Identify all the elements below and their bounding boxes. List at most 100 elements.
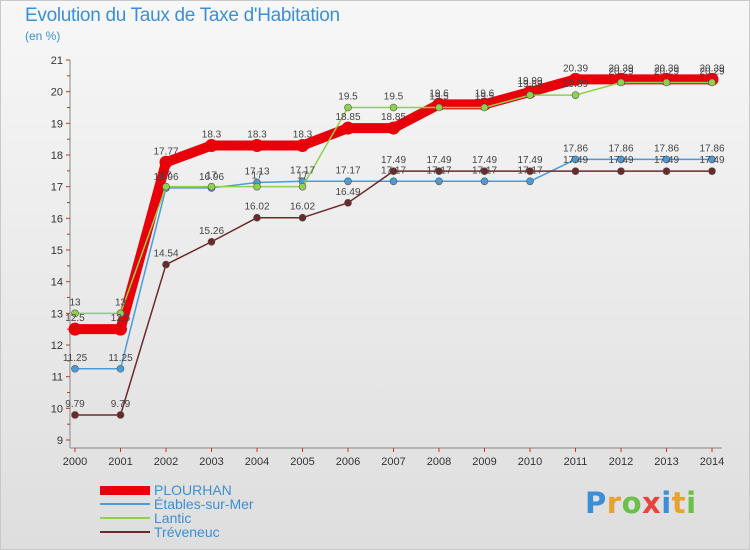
- series-lantic-group: [71, 78, 716, 318]
- series-plourhan-point: [68, 322, 82, 336]
- logo-letter: i: [661, 486, 672, 520]
- series-etables-data-label: 17.17: [335, 165, 360, 176]
- chart-subtitle: (en %): [25, 29, 61, 43]
- series-treveneuc-data-label: 9.79: [65, 399, 85, 410]
- series-plourhan-data-label: 18.85: [335, 112, 360, 123]
- x-tick-label: 2002: [154, 456, 178, 468]
- series-lantic-data-label: 17: [206, 171, 218, 182]
- logo-letter: P: [585, 486, 607, 520]
- series-lantic-point: [116, 309, 125, 318]
- series-lantic-data-label: 20.29: [654, 66, 679, 77]
- y-tick-label: 16: [51, 213, 63, 225]
- x-tick-label: 2012: [609, 456, 633, 468]
- series-treveneuc-point: [116, 411, 125, 419]
- series-lantic-data-label: 19.5: [429, 92, 449, 103]
- series-plourhan-data-label: 12.5: [65, 313, 85, 324]
- legend-label-plourhan: PLOURHAN: [154, 482, 232, 498]
- y-tick-label: 21: [51, 55, 63, 67]
- series-etables-data-label: 17.17: [472, 165, 497, 176]
- series-treveneuc-data-label: 17.49: [426, 155, 451, 166]
- series-etables-point: [435, 177, 443, 186]
- legend-swatch-etables: [100, 503, 150, 505]
- series-etables-data-label: 16.96: [199, 172, 224, 183]
- x-tick-label: 2005: [290, 456, 314, 468]
- series-plourhan-data-label: 18.3: [293, 130, 313, 141]
- y-tick-label: 9: [57, 435, 63, 447]
- chart-title: Evolution du Taux de Taxe d'Habitation: [25, 5, 340, 26]
- proxiti-logo: Proxiti: [585, 486, 697, 520]
- series-lantic-data-label: 19.5: [475, 92, 495, 103]
- legend-label-treveneuc: Tréveneuc: [154, 524, 220, 540]
- series-treveneuc-point: [708, 167, 716, 175]
- x-tick-label: 2006: [336, 456, 360, 468]
- x-tick-label: 2011: [564, 456, 588, 468]
- series-etables-point: [389, 177, 398, 186]
- series-lantic-point: [298, 182, 307, 191]
- series-etables-point: [526, 177, 534, 186]
- series-treveneuc-point: [571, 167, 580, 175]
- series-treveneuc-point: [298, 213, 307, 222]
- legend-label-lantic: Lantic: [154, 510, 192, 526]
- series-plourhan-point: [387, 121, 400, 135]
- series-etables-point: [571, 155, 580, 164]
- series-plourhan-data-label: 19.6: [429, 88, 449, 99]
- series-treveneuc-data-label: 9.79: [111, 399, 131, 410]
- x-tick-label: 2001: [108, 456, 132, 468]
- legend-swatch-lantic: [100, 517, 150, 519]
- series-lantic-data-label: 13: [115, 297, 127, 308]
- series-plourhan-data-label: 19.99: [517, 76, 542, 87]
- series-lantic-point: [617, 78, 625, 87]
- series-lantic-point: [207, 182, 216, 191]
- series-etables-point: [480, 177, 489, 186]
- series-lantic-point: [389, 103, 398, 112]
- series-plourhan-data-label: 12.5: [111, 313, 131, 324]
- series-lantic-point: [71, 309, 79, 318]
- logo-letter: t: [671, 486, 687, 520]
- series-lantic-point: [344, 103, 352, 112]
- series-treveneuc-data-label: 17.49: [517, 155, 542, 166]
- series-plourhan-data-label: 20.39: [699, 63, 724, 74]
- series-plourhan-data-label: 17.77: [153, 146, 178, 157]
- series-plourhan-data-label: 20.39: [654, 63, 679, 74]
- series-treveneuc-data-label: 17.49: [608, 155, 633, 166]
- series-treveneuc-point: [435, 167, 443, 175]
- series-treveneuc-point: [71, 411, 79, 419]
- series-etables-point: [708, 155, 716, 164]
- series-treveneuc-data-label: 17.49: [654, 155, 679, 166]
- series-lantic-point: [526, 91, 534, 99]
- series-plourhan-point: [569, 72, 582, 86]
- series-plourhan-point: [250, 139, 264, 152]
- series-treveneuc-point: [344, 199, 352, 207]
- series-plourhan-point: [159, 155, 173, 169]
- series-lantic-point: [662, 78, 671, 87]
- series-lantic-data-label: 13: [69, 297, 81, 308]
- series-lantic-data-label: 20.29: [699, 66, 724, 77]
- series-etables-point: [344, 177, 352, 186]
- series-treveneuc-point: [617, 167, 625, 175]
- series-treveneuc-point: [662, 167, 671, 175]
- series-plourhan-data-label: 20.39: [608, 63, 633, 74]
- series-treveneuc-data-label: 16.02: [244, 202, 269, 213]
- series-treveneuc-point: [207, 237, 216, 246]
- series-lantic-data-label: 17: [297, 171, 309, 182]
- series-etables-data-label: 17.17: [517, 165, 542, 176]
- series-treveneuc-data-label: 16.49: [335, 187, 360, 198]
- series-treveneuc-line: [75, 170, 712, 416]
- series-etables-data-label: 11.25: [63, 353, 88, 364]
- x-tick-label: 2009: [472, 456, 496, 468]
- series-plourhan-point: [205, 139, 218, 152]
- logo-letter: i: [686, 486, 697, 520]
- series-etables-data-label: 17.13: [244, 167, 269, 178]
- series-treveneuc-data-label: 15.26: [199, 226, 224, 237]
- y-tick-label: 14: [51, 277, 63, 289]
- series-lantic-data-label: 20.29: [608, 66, 633, 77]
- y-tick-label: 10: [51, 403, 63, 415]
- logo-letter: r: [606, 486, 622, 520]
- x-tick-label: 2007: [381, 456, 405, 468]
- series-plourhan-data-label: 20.39: [563, 63, 588, 74]
- series-etables-data-label: 17.86: [563, 143, 588, 154]
- y-tick-label: 15: [51, 245, 63, 257]
- series-etables-data-label: 16.96: [153, 172, 178, 183]
- series-lantic-point: [435, 103, 443, 112]
- series-etables-data-label: 17.17: [381, 165, 406, 176]
